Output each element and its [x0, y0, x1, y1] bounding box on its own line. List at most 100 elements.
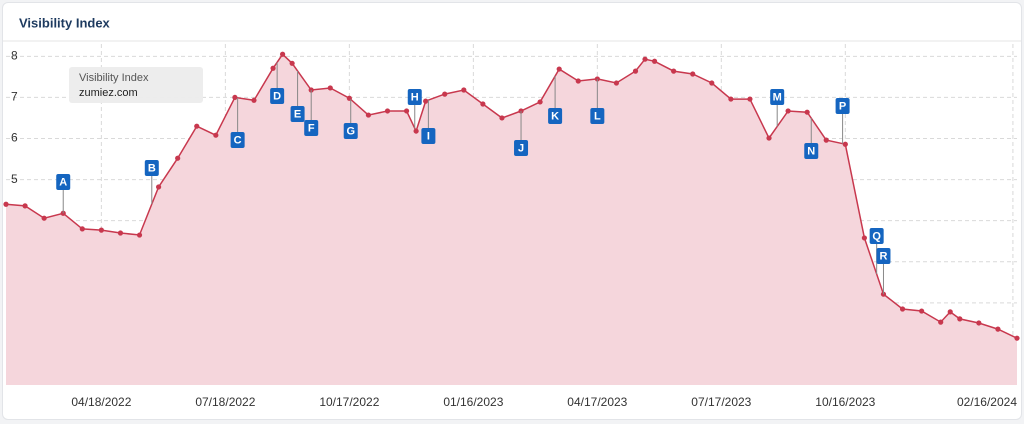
annotation-box — [548, 108, 563, 124]
annotation-label: G — [346, 125, 355, 137]
annotation-label: E — [294, 108, 301, 120]
data-point — [632, 68, 639, 74]
data-point — [947, 309, 953, 315]
annotation-label: F — [308, 122, 315, 134]
annotation-box — [514, 140, 529, 156]
data-point — [403, 108, 410, 114]
data-point — [22, 203, 28, 209]
annotation-box — [869, 228, 884, 244]
annotation-label: J — [518, 142, 524, 154]
data-point — [537, 99, 543, 105]
data-point — [136, 232, 143, 238]
annotation-box — [876, 248, 891, 264]
data-point — [747, 96, 753, 102]
annotation-label: D — [273, 90, 281, 102]
x-tick-label: 10/17/2022 — [319, 395, 379, 409]
annotation-label: A — [59, 176, 67, 188]
x-tick-label: 04/18/2022 — [71, 395, 131, 409]
data-point — [117, 230, 124, 236]
data-point — [194, 123, 200, 129]
data-point — [728, 96, 734, 102]
data-point — [365, 112, 372, 118]
annotation-label: K — [551, 110, 559, 122]
data-point — [270, 65, 276, 71]
data-point — [413, 128, 419, 134]
annotation-box — [230, 132, 245, 148]
data-point — [232, 94, 238, 101]
annotation-box — [270, 88, 285, 104]
data-point — [279, 51, 286, 57]
legend-series: Visibility Index — [79, 72, 149, 84]
x-tick-label: 04/17/2023 — [567, 395, 627, 409]
data-point — [442, 91, 448, 97]
data-point — [3, 201, 9, 207]
data-point — [213, 132, 219, 138]
x-tick-label: 07/18/2022 — [195, 395, 255, 409]
data-point — [995, 326, 1001, 332]
annotation-box — [407, 89, 422, 105]
chart-title: Visibility Index — [19, 15, 111, 30]
data-point — [899, 306, 906, 312]
annotation-box — [770, 89, 785, 105]
annotation-box — [144, 160, 159, 176]
data-point — [423, 98, 429, 104]
data-point — [671, 68, 677, 74]
data-point — [766, 135, 772, 141]
y-tick-label: 5 — [11, 172, 18, 186]
annotation-label: Q — [872, 230, 881, 242]
area — [6, 54, 1017, 386]
data-point — [251, 97, 257, 103]
data-point — [861, 235, 867, 241]
annotation-label: L — [594, 110, 601, 122]
annotation-label: P — [839, 100, 846, 112]
data-point — [804, 109, 810, 115]
data-point — [785, 108, 791, 114]
legend-box — [69, 67, 203, 103]
data-point — [976, 320, 982, 326]
line — [5, 53, 1018, 339]
annotation-box — [290, 106, 305, 122]
data-point — [823, 137, 829, 143]
data-point — [98, 227, 104, 233]
annotation-label: N — [807, 145, 815, 157]
annotation-box — [304, 120, 319, 136]
y-tick-label: 6 — [11, 131, 18, 145]
data-point — [842, 141, 848, 147]
annotation-box — [590, 108, 605, 124]
annotation-label: H — [411, 91, 419, 103]
annotation-label: I — [427, 130, 430, 142]
data-point — [613, 80, 620, 86]
data-point — [690, 71, 696, 77]
annotation-label: M — [773, 91, 782, 103]
data-point — [651, 58, 658, 64]
x-tick-label: 01/16/2023 — [443, 395, 503, 409]
data-point — [919, 308, 925, 314]
data-point — [156, 184, 162, 190]
data-point — [175, 155, 181, 161]
y-tick-label: 8 — [11, 48, 18, 62]
data-point — [957, 316, 963, 322]
data-point — [289, 60, 295, 66]
data-point — [575, 78, 581, 84]
annotation-box — [421, 128, 436, 144]
y-tick-label: 7 — [11, 90, 18, 104]
annotation-box — [56, 174, 71, 190]
annotation-box — [343, 123, 358, 139]
chart: Visibility Index 1234567804/18/202207/18… — [3, 15, 1021, 409]
x-tick-label: 02/16/2024 — [957, 395, 1017, 409]
data-point — [556, 66, 562, 72]
data-point — [480, 101, 486, 107]
data-point — [642, 56, 648, 62]
data-point — [1014, 335, 1020, 341]
annotation-label: R — [879, 250, 887, 262]
legend-domain: zumiez.com — [79, 87, 138, 99]
data-point — [79, 226, 85, 232]
annotation-label: C — [234, 134, 242, 146]
annotation-label: B — [148, 162, 156, 174]
data-point — [499, 115, 505, 121]
data-point — [41, 215, 47, 221]
x-tick-label: 07/17/2023 — [691, 395, 751, 409]
data-point — [461, 87, 467, 93]
annotation-box — [835, 98, 850, 114]
